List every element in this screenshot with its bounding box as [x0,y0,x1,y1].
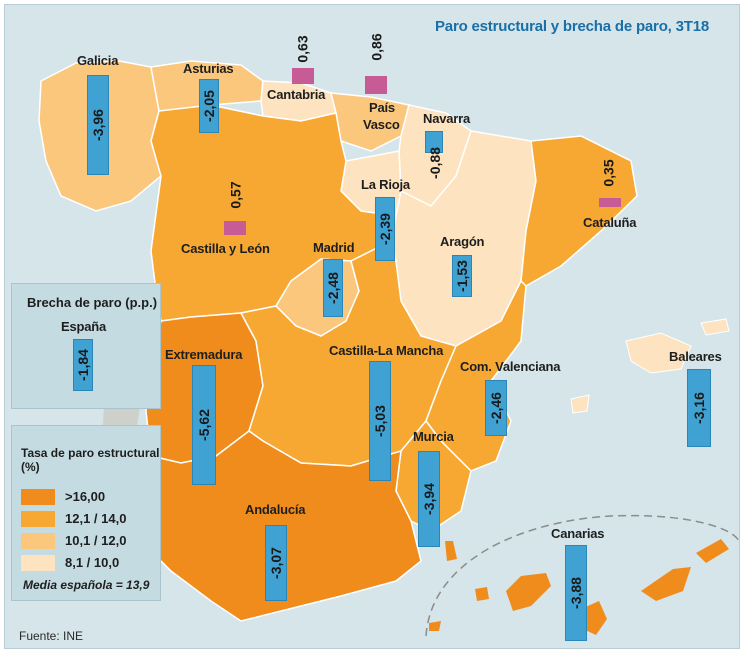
label-castilla-mancha: Castilla-La Mancha [329,343,444,358]
legend-title: Tasa de paro estructural (%) [21,446,160,474]
value-canarias: -3,88 [568,577,584,609]
legend-swatch-3 [21,533,55,549]
label-valenciana: Com. Valenciana [460,359,561,374]
label-la-rioja: La Rioja [361,177,410,192]
label-aragon: Aragón [440,234,485,249]
legend-mean: Media española = 13,9 [23,578,150,592]
source-note: Fuente: INE [19,629,84,643]
region-canarias-lanzarote [696,539,729,563]
region-canarias-gomera [475,587,489,601]
label-espana: España [61,319,107,334]
bar-canarias: -3,88 [565,545,587,641]
region-canarias-tenerife [506,573,551,611]
bar-aragon: -1,53 [452,255,472,297]
label-asturias: Asturias [183,61,234,76]
region-canarias-lapalma [445,541,457,561]
value-aragon: -1,53 [454,260,470,292]
bar-navarra [425,131,443,153]
region-canarias-fuerteventura [641,567,691,601]
bar-andalucia: -3,07 [265,525,287,601]
value-asturias: -2,05 [201,90,217,122]
bar-asturias: -2,05 [199,79,219,133]
value-extremadura: -5,62 [196,409,212,441]
value-espana: -1,84 [75,349,91,381]
bar-madrid: -2,48 [323,259,343,317]
region-baleares-ibiza [570,394,590,414]
bar-extremadura: -5,62 [192,365,216,485]
label-baleares: Baleares [669,349,722,364]
bar-castilla-mancha: -5,03 [369,361,391,481]
value-murcia: -3,94 [421,483,437,515]
value-cataluna: 0,35 [600,159,617,187]
map-frame: Paro estructural y brecha de paro, 3T18 … [4,4,740,649]
legend-label-2: 12,1 / 14,0 [65,511,127,526]
bar-espana: -1,84 [73,339,93,391]
bar-cantabria [292,68,314,84]
legend-title-line1: Tasa de paro estructural [21,446,160,460]
label-pais-vasco-line1: País [369,100,395,115]
brecha-panel-title: Brecha de paro (p.p.) [27,295,158,310]
legend-label-1: >16,00 [65,489,106,504]
legend-label-3: 10,1 / 12,0 [65,533,127,548]
value-la-rioja: -2,39 [377,213,393,245]
value-navarra: -0,88 [426,147,443,179]
label-murcia: Murcia [413,429,454,444]
label-galicia: Galicia [77,53,119,68]
label-cataluna: Cataluña [583,215,637,230]
value-valenciana: -2,46 [488,392,504,424]
label-pais-vasco-line2: Vasco [363,117,400,132]
legend-swatch-1 [21,489,55,505]
value-castilla-leon: 0,57 [227,181,244,209]
value-baleares: -3,16 [691,392,707,424]
bar-pais-vasco [365,76,387,94]
value-cantabria: 0,63 [294,35,311,63]
region-canarias-grancanaria [581,601,607,635]
region-cataluna [520,135,638,287]
legend-swatch-2 [21,511,55,527]
legend-swatch-4 [21,555,55,571]
label-cantabria: Cantabria [267,87,326,102]
label-madrid: Madrid [313,240,355,255]
bar-cataluna [599,198,621,207]
bar-murcia: -3,94 [418,451,440,547]
canarias-boundary [425,514,739,637]
label-castilla-leon: Castilla y León [181,241,270,256]
legend-title-line2: (%) [21,460,40,474]
label-extremadura: Extremadura [165,347,243,362]
bar-baleares: -3,16 [687,369,711,447]
bar-valenciana: -2,46 [485,380,507,436]
value-galicia: -3,96 [90,109,106,141]
bar-la-rioja: -2,39 [375,197,395,261]
label-canarias: Canarias [551,526,605,541]
region-canarias-hierro [429,621,441,631]
legend-label-4: 8,1 / 10,0 [65,555,120,570]
region-baleares-mallorca [625,332,692,374]
value-pais-vasco: 0,86 [368,33,385,61]
bar-galicia: -3,96 [87,75,109,175]
value-madrid: -2,48 [325,272,341,304]
value-castilla-mancha: -5,03 [372,405,388,437]
region-baleares-menorca [700,318,730,336]
label-navarra: Navarra [423,111,471,126]
value-andalucia: -3,07 [268,547,284,579]
label-andalucia: Andalucía [245,502,306,517]
bar-castilla-leon [224,221,246,235]
map-title: Paro estructural y brecha de paro, 3T18 [435,18,709,35]
